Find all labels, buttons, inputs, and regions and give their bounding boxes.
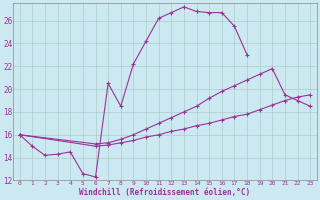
- X-axis label: Windchill (Refroidissement éolien,°C): Windchill (Refroidissement éolien,°C): [79, 188, 251, 197]
